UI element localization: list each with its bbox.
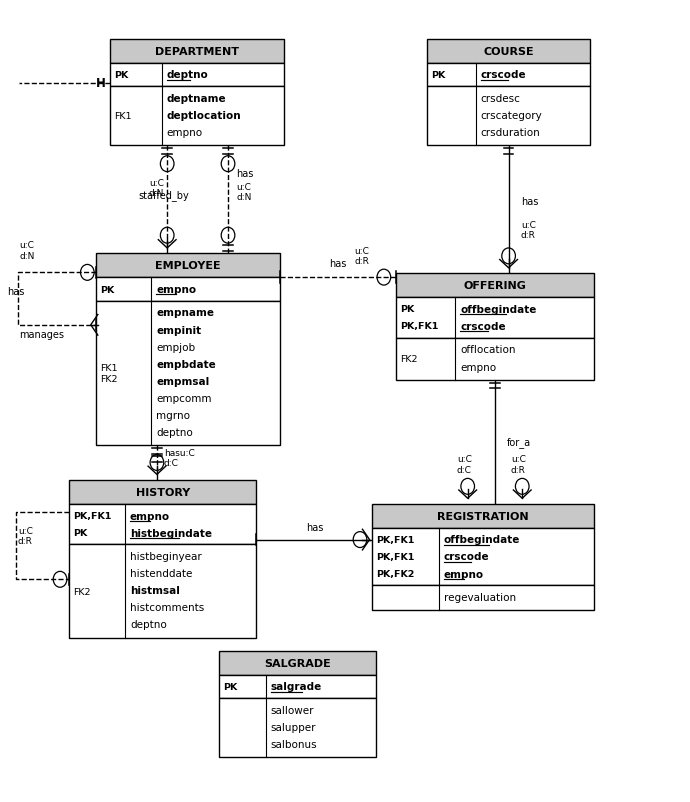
Text: PK: PK <box>223 682 237 691</box>
Text: PK,FK1: PK,FK1 <box>73 512 111 520</box>
Bar <box>373 528 594 585</box>
Text: PK: PK <box>114 71 128 80</box>
Bar <box>69 545 257 638</box>
Bar <box>69 504 257 545</box>
Text: PK: PK <box>100 286 115 294</box>
Text: COURSE: COURSE <box>483 47 534 57</box>
Text: regevaluation: regevaluation <box>444 592 515 602</box>
Text: histbegindate: histbegindate <box>130 528 212 538</box>
Text: offbegindate: offbegindate <box>460 305 537 314</box>
Text: u:C
d:R: u:C d:R <box>521 221 535 240</box>
Bar <box>110 87 284 146</box>
Bar <box>396 338 594 380</box>
Text: FK2: FK2 <box>400 354 417 364</box>
Text: crscode: crscode <box>481 71 526 80</box>
Text: has: has <box>330 258 347 268</box>
Text: offbegindate: offbegindate <box>444 535 520 545</box>
Bar <box>219 699 375 757</box>
Text: empjob: empjob <box>156 342 195 352</box>
Text: crscategory: crscategory <box>481 111 542 121</box>
Text: OFFERING: OFFERING <box>464 281 526 291</box>
Text: u:C
d:N: u:C d:N <box>19 241 34 261</box>
Text: deptno: deptno <box>130 620 167 630</box>
Text: empcomm: empcomm <box>156 394 212 403</box>
Bar <box>96 254 280 278</box>
Text: EMPLOYEE: EMPLOYEE <box>155 261 221 271</box>
Text: u:C
d:N: u:C d:N <box>148 179 164 198</box>
Bar <box>427 63 591 87</box>
Text: deptlocation: deptlocation <box>167 111 242 121</box>
Bar <box>373 504 594 528</box>
Text: histbeginyear: histbeginyear <box>130 551 201 561</box>
Text: offlocation: offlocation <box>460 345 515 355</box>
Text: empno: empno <box>130 511 170 520</box>
Text: manages: manages <box>19 330 64 339</box>
Text: salgrade: salgrade <box>270 682 322 691</box>
Text: hasu:C: hasu:C <box>164 448 195 457</box>
Text: deptname: deptname <box>167 94 226 103</box>
Text: u:C
d:R: u:C d:R <box>511 455 526 474</box>
Text: PK: PK <box>431 71 445 80</box>
Text: empmsal: empmsal <box>156 376 210 387</box>
Text: has: has <box>306 522 323 532</box>
Bar <box>96 278 280 302</box>
Bar <box>69 480 257 504</box>
Text: deptno: deptno <box>167 71 208 80</box>
Text: histcomments: histcomments <box>130 602 204 613</box>
Text: empno: empno <box>444 569 484 579</box>
Text: sallower: sallower <box>270 705 314 715</box>
Text: empno: empno <box>167 128 203 138</box>
Text: d:C: d:C <box>164 459 179 468</box>
Text: u:C
d:N: u:C d:N <box>236 183 252 202</box>
Bar <box>219 651 375 674</box>
Text: PK,FK2: PK,FK2 <box>376 569 415 578</box>
Text: crscode: crscode <box>460 322 506 331</box>
Text: REGISTRATION: REGISTRATION <box>437 511 529 521</box>
Text: u:C
d:R: u:C d:R <box>18 526 32 546</box>
Bar <box>427 87 591 146</box>
Text: empinit: empinit <box>156 325 201 335</box>
Bar <box>373 585 594 610</box>
Text: has: has <box>236 168 254 178</box>
Text: salupper: salupper <box>270 722 316 732</box>
Text: PK,FK1: PK,FK1 <box>400 322 439 331</box>
Bar <box>110 40 284 63</box>
Bar <box>96 302 280 446</box>
Text: deptno: deptno <box>156 427 193 438</box>
Text: DEPARTMENT: DEPARTMENT <box>155 47 239 57</box>
Bar <box>219 674 375 699</box>
Text: mgrno: mgrno <box>156 411 190 420</box>
Text: crscode: crscode <box>444 552 489 561</box>
Text: empno: empno <box>460 362 496 372</box>
Text: staffed_by: staffed_by <box>139 190 189 200</box>
Text: crsduration: crsduration <box>481 128 540 138</box>
Text: PK,FK1: PK,FK1 <box>376 535 415 545</box>
Text: crsdesc: crsdesc <box>481 94 520 103</box>
Text: FK1: FK1 <box>114 112 131 121</box>
Text: histenddate: histenddate <box>130 569 193 578</box>
Text: empbdate: empbdate <box>156 359 216 369</box>
Text: has: has <box>521 197 538 207</box>
Text: SALGRADE: SALGRADE <box>264 658 331 668</box>
Bar <box>396 298 594 338</box>
Text: PK: PK <box>400 305 415 314</box>
Text: u:C
d:C: u:C d:C <box>457 455 472 474</box>
Text: u:C
d:R: u:C d:R <box>355 246 369 266</box>
Bar <box>110 63 284 87</box>
Text: empno: empno <box>156 285 196 294</box>
Text: HISTORY: HISTORY <box>135 488 190 497</box>
Text: salbonus: salbonus <box>270 739 317 749</box>
Text: has: has <box>8 286 25 296</box>
Bar <box>396 274 594 298</box>
Text: H: H <box>96 77 106 90</box>
Text: PK,FK1: PK,FK1 <box>376 553 415 561</box>
Text: empname: empname <box>156 308 214 318</box>
Text: PK: PK <box>73 529 87 537</box>
Text: histmsal: histmsal <box>130 585 180 595</box>
Text: FK1
FK2: FK1 FK2 <box>100 363 118 384</box>
Text: for_a: for_a <box>507 437 531 448</box>
Bar <box>427 40 591 63</box>
Text: FK2: FK2 <box>73 587 90 596</box>
